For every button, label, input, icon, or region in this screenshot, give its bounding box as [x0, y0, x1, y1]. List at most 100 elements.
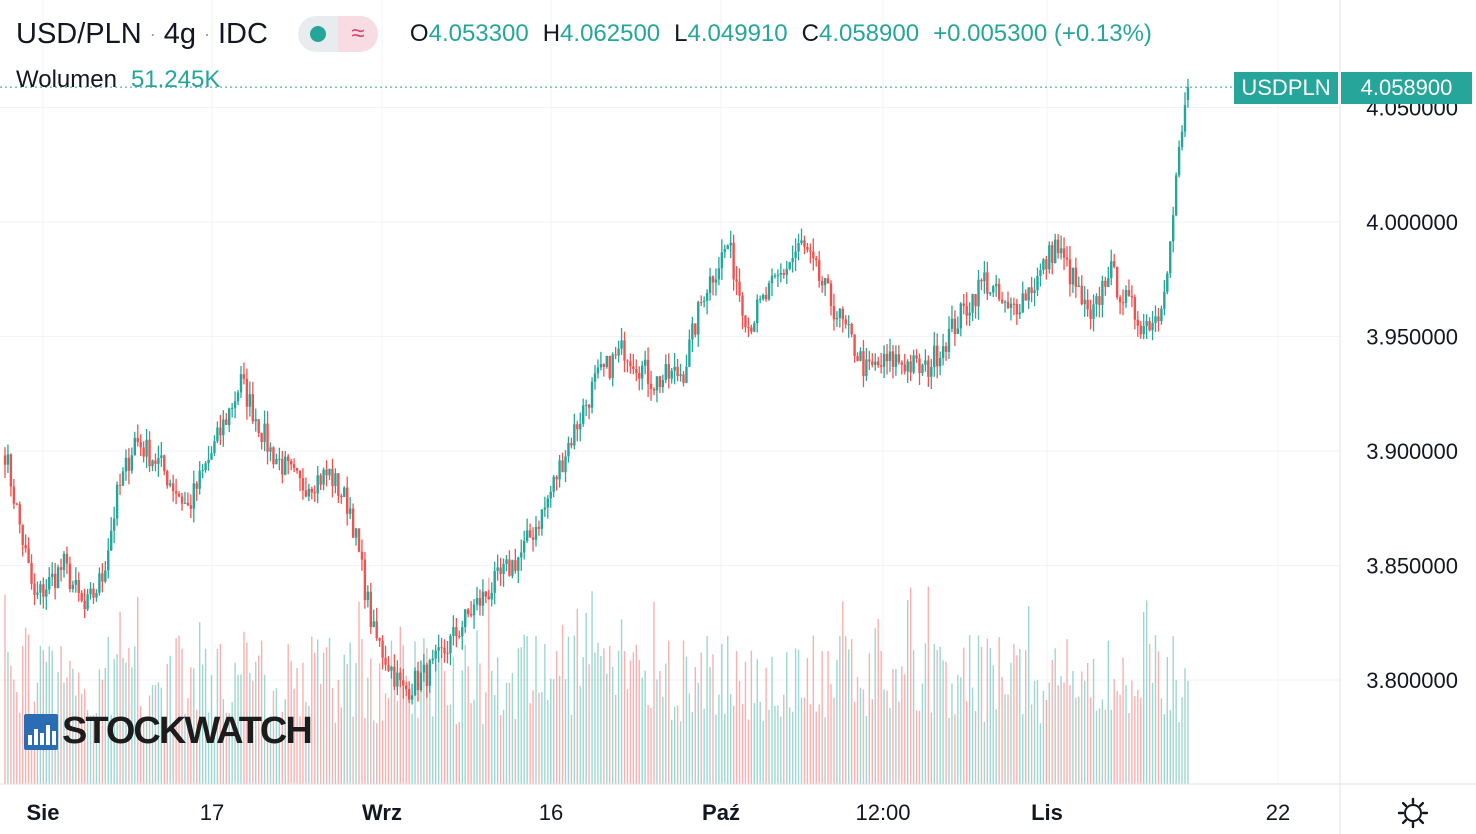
candle-body [469, 614, 473, 616]
candle-body [517, 557, 520, 571]
candle-body [894, 354, 898, 367]
candle-body [92, 588, 95, 598]
candle-body [1003, 301, 1007, 303]
candle-body [1160, 308, 1163, 322]
candle-body [732, 242, 735, 280]
candle-body [652, 388, 656, 391]
candle-body [995, 283, 998, 287]
candle-body [431, 658, 434, 661]
candle-body [304, 490, 308, 497]
candle-body [458, 636, 461, 638]
candle-body [523, 540, 526, 553]
candle-body [6, 454, 10, 465]
wave-icon[interactable]: ≈ [337, 16, 378, 52]
candle-body [160, 455, 163, 458]
candle-body [611, 354, 614, 379]
candle-body [51, 573, 54, 577]
candle-body [83, 600, 86, 610]
candle-body [284, 456, 287, 475]
candle-body [1177, 147, 1181, 176]
candle-body [664, 364, 667, 381]
candle-body [1133, 297, 1137, 320]
x-tick-label: Wrz [362, 800, 402, 825]
candle-body [596, 367, 600, 374]
candle-body [838, 308, 842, 318]
candle-body [399, 672, 402, 681]
candle-body [962, 303, 965, 306]
candle-body [136, 437, 139, 443]
candle-body [697, 301, 700, 335]
candle-body [555, 476, 558, 480]
candle-body [1033, 290, 1036, 293]
candle-body [410, 695, 414, 700]
candle-body [711, 276, 715, 283]
candle-body [667, 364, 670, 379]
candle-body [944, 346, 948, 352]
candle-body [933, 345, 936, 367]
candle-body [714, 279, 718, 283]
candle-body [582, 405, 585, 424]
volume-label[interactable]: Wolumen [16, 66, 117, 93]
candle-body [871, 361, 874, 365]
symbol-label[interactable]: USD/PLN [16, 17, 142, 50]
candle-body [584, 404, 588, 406]
candle-body [233, 401, 237, 408]
market-status-icon[interactable] [298, 16, 338, 52]
candle-body [723, 249, 726, 253]
candle-body [346, 487, 349, 514]
candle-body [1012, 303, 1016, 305]
candle-body [107, 550, 110, 571]
candle-body [387, 664, 390, 671]
candle-body [422, 664, 426, 673]
candle-body [443, 648, 446, 654]
candle-body [177, 493, 181, 497]
candle-body [130, 455, 134, 471]
candle-body [245, 378, 249, 407]
candle-body [490, 592, 493, 600]
candle-body [472, 604, 476, 616]
gear-icon[interactable] [1396, 796, 1430, 830]
candle-body [348, 508, 352, 514]
candle-body [856, 355, 859, 361]
candle-body [33, 583, 36, 595]
low-label: L [674, 20, 688, 47]
candle-body [997, 283, 1001, 300]
candle-body [275, 459, 278, 465]
candle-body [434, 650, 437, 659]
candle-body [110, 530, 113, 551]
candle-body [466, 609, 470, 615]
candle-body [452, 627, 455, 636]
separator-dot: · [149, 23, 156, 44]
candle-body [357, 528, 361, 552]
candle-body [39, 584, 42, 593]
candle-body [511, 560, 514, 576]
status-pill[interactable]: ≈ [297, 16, 378, 52]
candle-body [3, 455, 7, 465]
candle-body [1086, 299, 1089, 310]
interval-label[interactable]: 4g [163, 17, 196, 50]
candle-body [874, 361, 877, 365]
candle-body [186, 502, 190, 506]
candle-body [570, 442, 573, 446]
candle-body [242, 374, 246, 379]
candle-body [42, 584, 45, 597]
candle-body [216, 427, 219, 442]
candle-body [679, 374, 682, 376]
candle-body [676, 366, 679, 376]
candle-body [360, 551, 364, 560]
candle-body [1169, 241, 1172, 274]
candle-body [36, 592, 39, 595]
candle-body [543, 507, 547, 510]
candle-body [531, 537, 535, 540]
candle-body [761, 294, 765, 300]
candle-body [773, 275, 777, 277]
candle-body [104, 570, 107, 582]
candle-body [1151, 323, 1154, 331]
candle-body [18, 504, 21, 525]
candle-body [767, 283, 771, 300]
candle-body [534, 526, 538, 540]
candle-body [605, 355, 608, 368]
candle-body [738, 281, 741, 296]
candle-body [1045, 259, 1048, 270]
